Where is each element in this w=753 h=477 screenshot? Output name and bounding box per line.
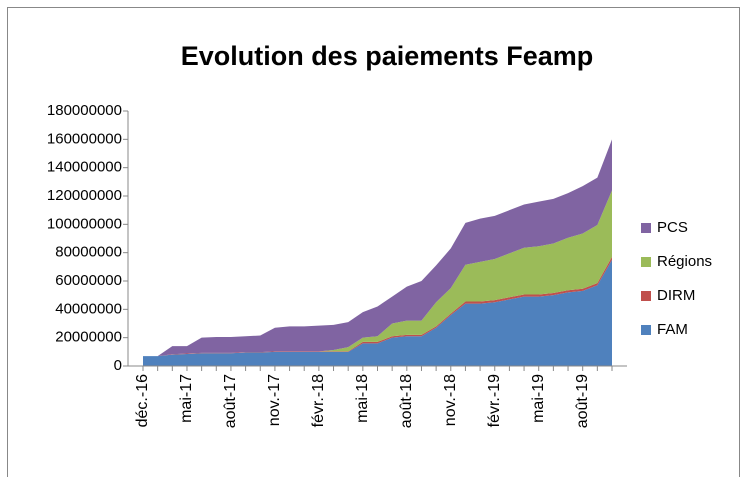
legend-label: Régions [657,253,712,270]
chart-title: Evolution des paiements Feamp [181,41,594,71]
legend-swatch [641,325,651,335]
chart-frame [7,7,740,477]
x-tick-label: févr.-19 [486,374,503,427]
x-tick-label: déc.-16 [134,374,151,427]
y-tick-label: 140000000 [47,159,122,176]
area [143,139,612,357]
legend-label: FAM [657,321,688,338]
x-tick-label: mai-19 [530,374,547,423]
legend-swatch [641,291,651,301]
legend-label: DIRM [657,287,695,304]
area [143,190,612,357]
legend-swatch [641,223,651,233]
x-tick-label: févr.-18 [310,374,327,427]
y-tick-label: 60000000 [55,272,122,289]
y-tick-label: 0 [114,357,122,374]
y-tick-label: 20000000 [55,329,122,346]
y-tick-label: 100000000 [47,215,122,232]
y-tick-label: 180000000 [47,102,122,119]
legend-label: PCS [657,219,688,236]
x-tick-label: nov.-17 [266,374,283,426]
legend-swatch [641,257,651,267]
x-tick-label: août-17 [222,374,239,428]
x-tick-label: mai-18 [354,374,371,423]
y-tick-label: 120000000 [47,187,122,204]
area [143,259,612,366]
x-tick-label: août-18 [398,374,415,428]
x-tick-label: août-19 [574,374,591,428]
y-tick-label: 80000000 [55,244,122,261]
y-tick-label: 40000000 [55,300,122,317]
x-tick-label: mai-17 [178,374,195,423]
y-tick-label: 160000000 [47,130,122,147]
x-tick-label: nov.-18 [442,374,459,426]
